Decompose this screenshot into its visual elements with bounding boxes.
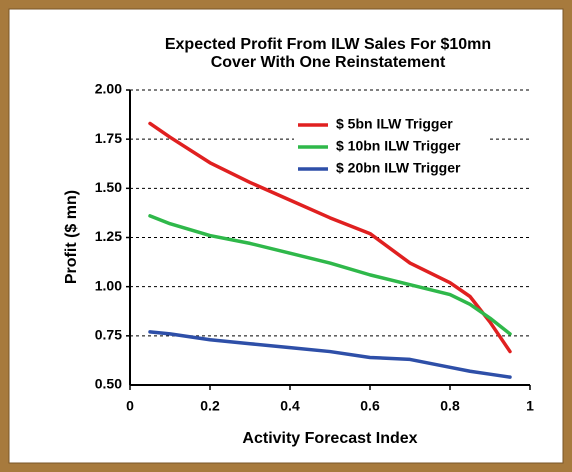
legend-label: $ 10bn ILW Trigger [336, 138, 461, 154]
y-tick-label: 1.25 [95, 228, 122, 244]
x-axis-label: Activity Forecast Index [242, 430, 417, 447]
series-line [148, 121, 512, 354]
series-line [148, 330, 512, 379]
chart-title: Expected Profit From ILW Sales For $10mn [165, 36, 491, 53]
y-tick-label: 1.50 [95, 179, 122, 195]
series-line [148, 214, 512, 336]
legend-label: $ 5bn ILW Trigger [336, 116, 453, 132]
x-tick-label: 1 [526, 398, 534, 414]
x-tick-label: 0.8 [440, 398, 460, 414]
y-tick-label: 2.00 [95, 81, 122, 97]
legend-label: $ 20bn ILW Trigger [336, 160, 461, 176]
x-tick-label: 0.2 [200, 398, 220, 414]
y-tick-label: 1.00 [95, 277, 122, 293]
y-axis-label: Profit ($ mn) [63, 190, 80, 284]
y-tick-label: 0.75 [95, 327, 122, 343]
y-tick-label: 1.75 [95, 130, 122, 146]
x-tick-label: 0 [126, 398, 134, 414]
chart-title: Cover With One Reinstatement [211, 54, 446, 71]
panel [8, 8, 564, 464]
x-tick-label: 0.4 [280, 398, 300, 414]
y-tick-label: 0.50 [95, 376, 122, 392]
x-tick-label: 0.6 [360, 398, 380, 414]
